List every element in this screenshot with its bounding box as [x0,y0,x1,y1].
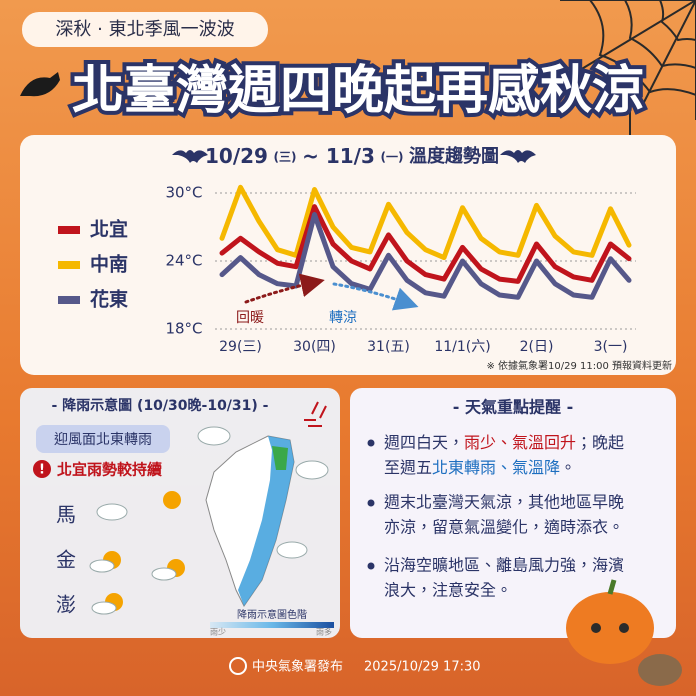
line-chart: 30°C 24°C 18°C 29(三) 30(四) 31(五) 11/1(六) 2(日) 3(… [58,183,636,355]
alert-text: 北宜雨勢較持續 [57,461,162,479]
x-tick-label: 31(五) [367,339,410,355]
legend-swatch [58,296,80,304]
note-text: 。 [560,458,576,477]
chart-title-part: 溫度趨勢圖 [409,145,499,167]
badge [36,425,170,453]
chart-title-part: (三) [274,150,297,164]
cooling-arrow [332,282,419,311]
chart-title: 10/29 (三) ~ 11/3 (一) 溫度趨勢圖 [205,144,499,168]
island-label: 金 [56,548,76,572]
notes-list: 週四白天，雨少、氣溫回升；晚起 至週五北東轉雨、氣溫降。 週末北臺灣天氣涼，其他… [367,433,624,600]
chart-title-part: (一) [380,150,403,164]
notes-card [350,388,676,638]
y-tick-label: 30°C [165,183,202,201]
note-line: 至週五北東轉雨、氣溫降。 [384,458,576,477]
weather-icons [89,426,329,615]
chart-note: ※ 依據氣象署10/29 11:00 預報資料更新 [486,359,672,372]
annotation: 轉涼 [329,310,357,326]
tag-pill [22,12,268,47]
rain-scale [210,622,334,628]
annotation: 回暖 [236,310,264,326]
legend-swatch [58,261,80,269]
heavy-rain-area [272,446,288,470]
legend-swatch [58,226,80,234]
note-text: 至週五 [384,458,432,477]
note-text: ；晚起 [576,433,624,452]
scale-low: 雨少 [210,628,226,637]
legend-label: 花東 [90,288,128,311]
x-tick-label: 29(三) [219,339,262,355]
legend-label: 北宜 [90,218,128,241]
wind-icon [304,401,327,427]
bat-icon [500,150,536,163]
rain-area [238,436,294,606]
scale-title: 降雨示意圖色階 [237,608,307,621]
bullet [367,562,375,570]
x-tick-label: 30(四) [293,339,336,355]
headline: 北臺灣週四晚起再感秋涼 [72,61,644,121]
notes-title: - 天氣重點提醒 - [453,398,573,417]
series-line [219,212,632,300]
island-label: 馬 [56,503,76,527]
bullet [367,499,375,507]
x-tick-label: 3(一) [594,339,628,355]
alert-icon [33,460,51,478]
crow [20,72,60,97]
note-highlight: 雨少、氣溫回升 [464,433,576,452]
y-tick-label: 18°C [165,320,202,338]
series-line [219,184,632,261]
warming-arrow [244,273,325,304]
scale-high: 雨多 [316,627,332,637]
tag-text: 深秋 · 東北季風一波波 [55,19,234,40]
note-line: 沿海空曠地區、離島風力強，海濱 [384,556,624,575]
bat-icon [172,150,208,163]
note-text: 週四白天， [384,433,464,452]
note-line: 浪大，注意安全。 [384,581,512,600]
spider-web [560,0,696,140]
note-line: 週四白天，雨少、氣溫回升；晚起 [384,433,624,452]
footer-issuer: 中央氣象署發布 [252,660,343,675]
note-line: 亦涼，留意氣溫變化，適時添衣。 [384,518,624,537]
chart-title-part: 10/29 [205,144,268,168]
note-highlight: 北東轉雨、氣溫降 [432,458,560,477]
note-line: 週末北臺灣天氣涼，其他地區早晚 [384,493,624,512]
badge-text: 迎風面北東轉雨 [54,432,152,448]
pumpkin [566,579,682,686]
y-tick-label: 24°C [165,252,202,270]
x-tick-label: 2(日) [520,339,554,355]
series-line [219,204,632,284]
island-label: 澎 [56,593,76,617]
legend-label: 中南 [90,253,128,276]
cwa-logo [229,657,247,675]
bullet [367,439,375,447]
x-tick-label: 11/1(六) [434,339,490,355]
footer-time: 2025/10/29 17:30 [364,660,481,675]
chart-title-part: ~ 11/3 [302,144,375,168]
rain-title: - 降雨示意圖 (10/30晚-10/31) - [51,397,268,414]
alert-mark: ! [39,463,45,478]
